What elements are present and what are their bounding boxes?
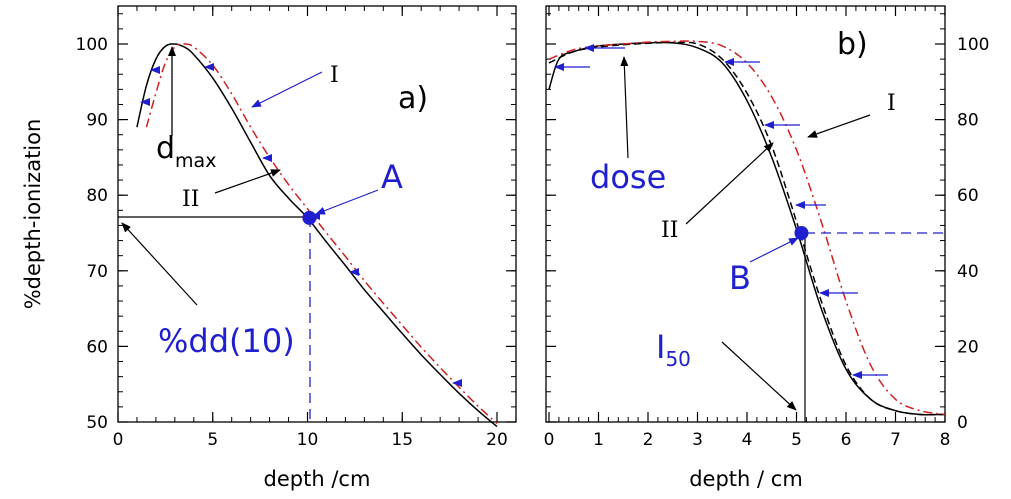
b-y-tick-label: 100: [957, 35, 989, 55]
dmax-sub: max: [175, 150, 216, 172]
b-x-tick-label: 8: [940, 430, 951, 450]
point-b-marker: [794, 226, 809, 240]
a-y-tick-label: 70: [86, 262, 108, 282]
b-x-tick-label: 0: [544, 430, 555, 450]
a-y-tick-label: 80: [86, 186, 108, 206]
b-label-ii-arrow: [685, 142, 774, 225]
b-series-line-2: [548, 40, 946, 416]
b-x-tick-label: 3: [692, 430, 703, 450]
panel-a-tick-labels: 0 5 10 15 20 50 60 70 80 90 100: [76, 35, 508, 450]
b-y-tick-label: 80: [957, 111, 979, 131]
panel-a-ticks: [117, 6, 517, 423]
pdd10-label: %dd(10): [158, 322, 295, 360]
b-x-tick-label: 1: [593, 430, 604, 450]
b-y-tick-label: 40: [957, 262, 979, 282]
a-series-line-0: [136, 43, 498, 428]
b-series-line-0: [548, 41, 946, 416]
b-curve-i-label: I: [887, 91, 896, 116]
a-x-tick-label: 15: [391, 430, 413, 450]
b-x-tick-label: 6: [841, 430, 852, 450]
panel-b-label: b): [837, 27, 868, 62]
point-b-arrow: [749, 237, 799, 263]
label-i-arrow: [251, 71, 323, 108]
panel-a-frame: [117, 5, 517, 423]
panel-a-curves: [136, 43, 498, 428]
panel-a: 0 5 10 15 20 50 60 70 80 90 100 a) I II A dmax %dd…: [21, 5, 517, 491]
b-x-tick-label: 4: [742, 430, 753, 450]
a-y-tick-label: 50: [86, 413, 108, 433]
b-series-line-1: [548, 41, 946, 416]
label-ii-arrow: [214, 169, 281, 194]
a-y-tick-label: 100: [76, 35, 108, 55]
b-x-tick-label: 2: [643, 430, 654, 450]
b-y-tick-label: 0: [957, 413, 968, 433]
panel-b-curves: [548, 40, 946, 416]
panel-b-ticks: [546, 6, 946, 423]
b-x-tick-label: 5: [791, 430, 802, 450]
a-y-tick-label: 90: [86, 111, 108, 131]
point-b-label: B: [729, 259, 751, 297]
i50-label: I50: [656, 328, 691, 371]
panel-b-x-label: depth / cm: [689, 467, 803, 491]
dmax-main: d: [156, 131, 175, 166]
b-y-tick-label: 20: [957, 337, 979, 357]
a-x-tick-label: 5: [207, 430, 218, 450]
b-y-tick-label: 60: [957, 186, 979, 206]
pdd-arrow: [121, 222, 198, 306]
a-x-tick-label: 10: [297, 430, 319, 450]
label-a-arrow: [315, 189, 379, 215]
a-series-line-1: [145, 43, 498, 425]
i50-sub: 50: [665, 347, 690, 371]
panel-a-label: a): [398, 81, 428, 116]
panel-b-frame: [545, 5, 946, 423]
point-a-marker: [302, 210, 317, 225]
panel-a-x-label: depth /cm: [264, 467, 371, 491]
dose-arrow: [620, 56, 629, 159]
point-a-label: A: [381, 158, 403, 196]
dmax-label: dmax: [156, 131, 216, 172]
b-x-tick-label: 7: [890, 430, 901, 450]
curve-i-label: I: [330, 63, 339, 88]
curve-ii-label: II: [182, 187, 199, 212]
dose-label: dose: [590, 158, 666, 196]
i50-main: I: [656, 328, 665, 366]
a-x-tick-label: 20: [486, 430, 508, 450]
i50-arrow: [721, 341, 797, 411]
panel-a-y-label: %depth-ionization: [21, 119, 45, 310]
b-label-i-arrow: [807, 114, 871, 138]
a-y-tick-label: 60: [86, 337, 108, 357]
b-curve-ii-label: II: [661, 218, 678, 243]
a-x-tick-label: 0: [113, 430, 124, 450]
panel-b-blue-arrows: [554, 44, 888, 379]
